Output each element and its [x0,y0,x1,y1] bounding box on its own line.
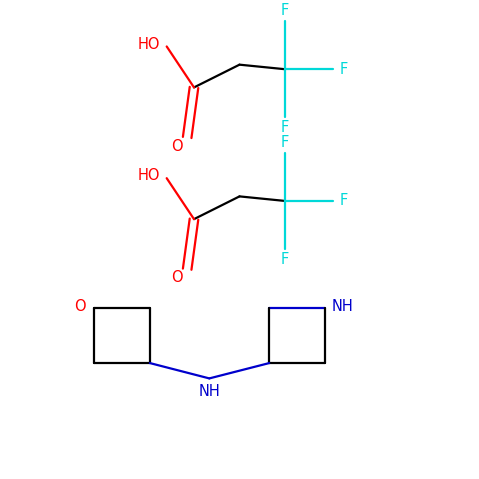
Text: NH: NH [332,299,354,314]
Text: HO: HO [137,36,160,52]
Text: NH: NH [198,384,220,399]
Text: F: F [281,3,289,18]
Text: O: O [171,270,182,285]
Text: F: F [339,62,347,77]
Text: F: F [281,252,289,267]
Text: F: F [281,135,289,150]
Text: F: F [281,120,289,135]
Text: O: O [171,138,182,154]
Text: F: F [339,194,347,208]
Text: HO: HO [137,168,160,183]
Text: O: O [74,298,86,314]
